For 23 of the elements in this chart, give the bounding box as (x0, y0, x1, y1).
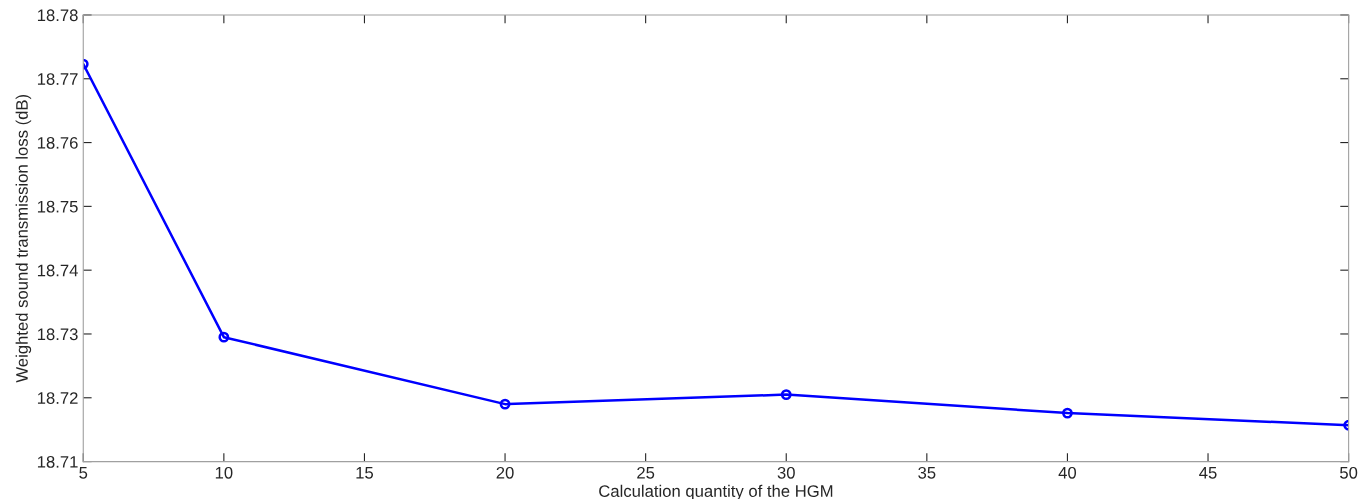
point (218, 331, 230, 343)
y-tick-label: 18.77 (37, 73, 78, 85)
x-tick-label: 20 (496, 466, 514, 479)
y-tick-label: 18.71 (37, 455, 78, 468)
y-tick-label: 18.78 (37, 9, 78, 22)
y-tick-label: 18.72 (37, 392, 78, 404)
x-tick-label: 30 (777, 466, 795, 479)
y-tick-label: 18.73 (37, 328, 78, 341)
point (1062, 407, 1073, 419)
point (780, 389, 792, 400)
x-tick-label: 35 (918, 466, 936, 479)
y-tick-label: 18.75 (37, 200, 78, 213)
y-tick-label: 18.76 (37, 136, 78, 149)
y-tick-label: 18.74 (37, 264, 78, 277)
x-tick-label: 45 (1199, 467, 1217, 479)
x-tick-label: 15 (356, 467, 374, 479)
x-tick-label: 50 (1340, 466, 1358, 479)
x-tick-label: 25 (637, 466, 655, 479)
y-axis-title: Weighted sound transmission loss (dB) (15, 94, 32, 383)
x-tick-label: 40 (1058, 466, 1077, 479)
x-tick-label: 10 (215, 466, 233, 479)
point (499, 398, 511, 410)
x-tick-label: 5 (79, 467, 88, 479)
